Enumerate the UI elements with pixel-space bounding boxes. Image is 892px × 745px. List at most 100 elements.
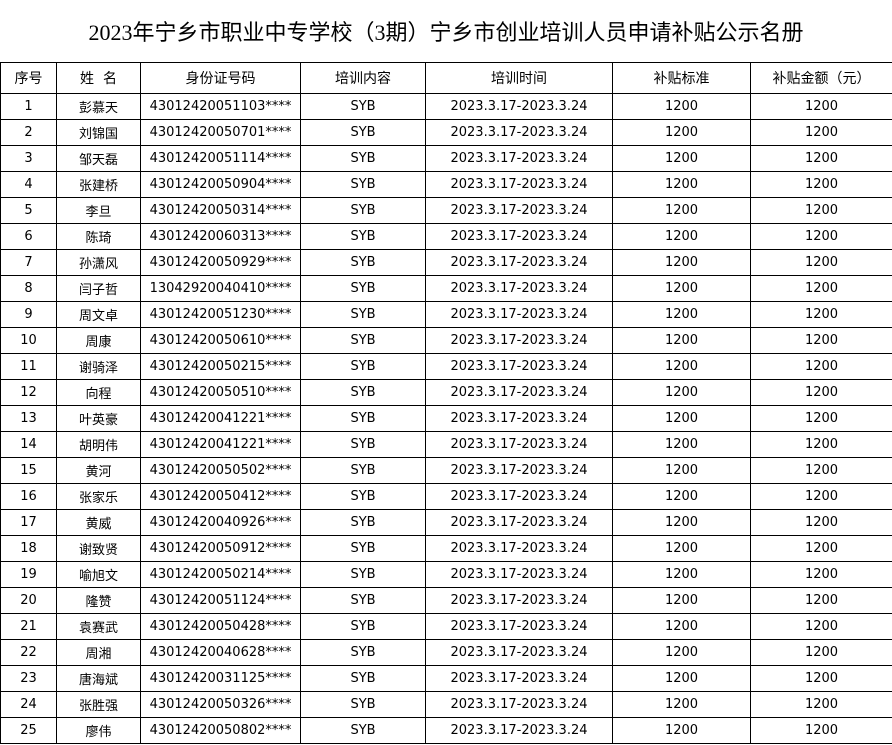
table-cell: 1 xyxy=(0,93,57,120)
table-cell: 1200 xyxy=(750,717,892,744)
table-cell: SYB xyxy=(300,665,426,692)
table-row: 12 向程 43012420050510**** SYB 2023.3.17-2023.… xyxy=(0,379,892,406)
table-cell: 闫子哲 xyxy=(56,275,141,302)
table-cell: 2023.3.17-2023.3.24 xyxy=(425,613,613,640)
table-cell: 2023.3.17-2023.3.24 xyxy=(425,431,613,458)
table-cell: 黄威 xyxy=(56,509,141,536)
header-row: 序号姓 名身份证号码 培训内容 培训时间 补贴标准 补贴金额（元） xyxy=(0,62,892,94)
table-cell: 1200 xyxy=(612,275,751,302)
table-cell: 13 xyxy=(0,405,57,432)
table-cell: 19 xyxy=(0,561,57,588)
table-cell: 43012420051124**** xyxy=(140,587,301,614)
table-cell: 43012420051230**** xyxy=(140,301,301,328)
table-cell: 张建桥 xyxy=(56,171,141,198)
table-cell: SYB xyxy=(300,613,426,640)
table-cell: 1200 xyxy=(750,535,892,562)
column-header: 身份证号码 xyxy=(140,62,301,94)
table-cell: 1200 xyxy=(612,509,751,536)
table-cell: 1200 xyxy=(750,613,892,640)
table-cell: 1200 xyxy=(612,717,751,744)
table-cell: SYB xyxy=(300,535,426,562)
table-cell: 43012420050802**** xyxy=(140,717,301,744)
table-cell: 胡明伟 xyxy=(56,431,141,458)
table-cell: 43012420051103**** xyxy=(140,93,301,120)
table-cell: 2023.3.17-2023.3.24 xyxy=(425,197,613,224)
table-cell: 43012420051114**** xyxy=(140,145,301,172)
table-cell: 2023.3.17-2023.3.24 xyxy=(425,691,613,718)
table-cell: 15 xyxy=(0,457,57,484)
table-cell: 2023.3.17-2023.3.24 xyxy=(425,587,613,614)
table-row: 1 彭慕天 43012420051103**** SYB 2023.3.17-2023.… xyxy=(0,93,892,120)
table-cell: 1200 xyxy=(612,301,751,328)
table-cell: 2023.3.17-2023.3.24 xyxy=(425,665,613,692)
table-cell: 43012420050326**** xyxy=(140,691,301,718)
table-row: 21 袁赛武 43012420050428**** SYB 2023.3.17-2023… xyxy=(0,613,892,640)
table-row: 22 周湘 43012420040628**** SYB 2023.3.17-2023.… xyxy=(0,639,892,666)
table-cell: 43012420050929**** xyxy=(140,249,301,276)
table-cell: 张胜强 xyxy=(56,691,141,718)
table-cell: 2023.3.17-2023.3.24 xyxy=(425,327,613,354)
table-row: 25 廖伟 43012420050802**** SYB 2023.3.17-2023.… xyxy=(0,717,892,744)
table-row: 16 张家乐 43012420050412**** SYB 2023.3.17-2023… xyxy=(0,483,892,510)
table-cell: 黄河 xyxy=(56,457,141,484)
table-cell: 1200 xyxy=(750,431,892,458)
table-cell: 2023.3.17-2023.3.24 xyxy=(425,353,613,380)
table-cell: 2023.3.17-2023.3.24 xyxy=(425,535,613,562)
table-cell: 1200 xyxy=(750,275,892,302)
table-cell: 9 xyxy=(0,301,57,328)
table-cell: 43012420050904**** xyxy=(140,171,301,198)
table-cell: 24 xyxy=(0,691,57,718)
table-row: 20 隆赞 43012420051124**** SYB 2023.3.17-2023.… xyxy=(0,587,892,614)
table-cell: 1200 xyxy=(612,587,751,614)
table-cell: 1200 xyxy=(612,327,751,354)
table-cell: 23 xyxy=(0,665,57,692)
table-cell: 刘锦国 xyxy=(56,119,141,146)
table-cell: SYB xyxy=(300,483,426,510)
table-cell: SYB xyxy=(300,639,426,666)
table-cell: 2 xyxy=(0,119,57,146)
table-cell: 2023.3.17-2023.3.24 xyxy=(425,483,613,510)
table-cell: 43012420041221**** xyxy=(140,431,301,458)
table-cell: SYB xyxy=(300,223,426,250)
column-header: 补贴标准 xyxy=(612,62,751,94)
table-row: 19 喻旭文 43012420050214**** SYB 2023.3.17-2023… xyxy=(0,561,892,588)
table-cell: 43012420040926**** xyxy=(140,509,301,536)
table-cell: 唐海斌 xyxy=(56,665,141,692)
table-cell: 孙潇风 xyxy=(56,249,141,276)
table-row: 17 黄威 43012420040926**** SYB 2023.3.17-2023.… xyxy=(0,509,892,536)
table-cell: 2023.3.17-2023.3.24 xyxy=(425,639,613,666)
table-cell: 1200 xyxy=(750,587,892,614)
table-row: 11 谢骑泽 43012420050215**** SYB 2023.3.17-2023… xyxy=(0,353,892,380)
table-cell: 17 xyxy=(0,509,57,536)
table-cell: 陈琦 xyxy=(56,223,141,250)
table-cell: 2023.3.17-2023.3.24 xyxy=(425,379,613,406)
table-cell: 10 xyxy=(0,327,57,354)
table-cell: 25 xyxy=(0,717,57,744)
table-cell: 1200 xyxy=(750,327,892,354)
table-row: 24 张胜强 43012420050326**** SYB 2023.3.17-2023… xyxy=(0,691,892,718)
table-cell: 1200 xyxy=(750,483,892,510)
table-cell: 1200 xyxy=(750,379,892,406)
table-cell: 43012420050502**** xyxy=(140,457,301,484)
table-cell: 周文卓 xyxy=(56,301,141,328)
table-cell: 16 xyxy=(0,483,57,510)
table-cell: 18 xyxy=(0,535,57,562)
table-cell: 袁赛武 xyxy=(56,613,141,640)
table-cell: 1200 xyxy=(612,613,751,640)
table-cell: 13042920040410**** xyxy=(140,275,301,302)
table-cell: 11 xyxy=(0,353,57,380)
table-cell: 43012420041221**** xyxy=(140,405,301,432)
table-cell: 1200 xyxy=(750,561,892,588)
table-cell: 43012420050912**** xyxy=(140,535,301,562)
table-cell: 1200 xyxy=(612,145,751,172)
table-cell: 22 xyxy=(0,639,57,666)
table-cell: 1200 xyxy=(612,119,751,146)
table-cell: 2023.3.17-2023.3.24 xyxy=(425,717,613,744)
table-cell: 2023.3.17-2023.3.24 xyxy=(425,145,613,172)
table-row: 5 李旦 43012420050314**** SYB 2023.3.17-2023.3… xyxy=(0,197,892,224)
table-cell: 43012420040628**** xyxy=(140,639,301,666)
table-cell: 1200 xyxy=(750,145,892,172)
table-cell: 1200 xyxy=(750,93,892,120)
table-cell: 谢致贤 xyxy=(56,535,141,562)
